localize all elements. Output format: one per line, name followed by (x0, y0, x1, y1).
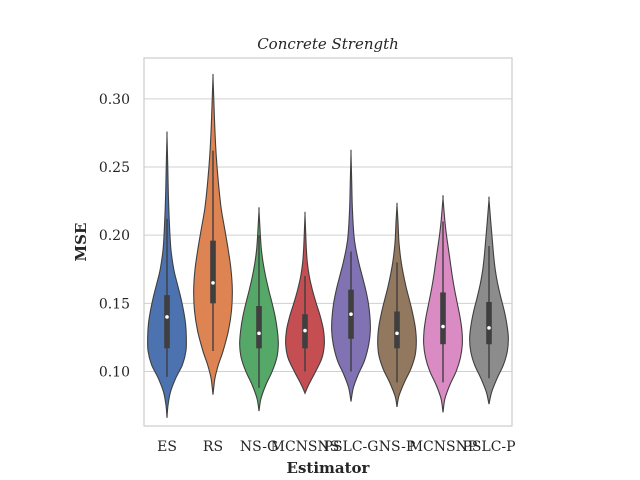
y-tick-labels: 0.10 0.15 0.20 0.25 0.30 (99, 92, 130, 381)
x-tick-label: PSLC-G (324, 439, 379, 455)
x-tick-label: ES (157, 439, 177, 455)
x-axis-label: Estimator (287, 459, 371, 477)
y-tick-label: 0.10 (99, 364, 130, 380)
violin-median-point (487, 326, 491, 330)
violin-iqr-box (164, 295, 170, 349)
violin-median-point (349, 312, 353, 317)
x-tick-label: MCNSNS (271, 439, 340, 455)
violin-median-point (395, 331, 399, 336)
y-tick-label: 0.20 (99, 228, 130, 244)
x-tick-label: PSLC-P (462, 439, 515, 455)
x-tick-label: NS-P (379, 439, 416, 455)
violin-iqr-box (256, 306, 262, 349)
violin-iqr-box (486, 301, 492, 345)
violin-iqr-box (394, 311, 400, 349)
violins (147, 73, 509, 418)
violin-median-point (211, 281, 215, 285)
y-axis-label: MSE (72, 223, 90, 262)
y-tick-label: 0.15 (99, 296, 130, 312)
y-tick-label: 0.30 (99, 92, 130, 108)
x-tick-label: MCNSNP (409, 439, 478, 455)
violin-median-point (257, 331, 261, 336)
plot-frame (143, 57, 513, 427)
violin-iqr-box (440, 292, 446, 345)
x-tick-label: NS-G (240, 439, 278, 455)
x-tick-label: RS (203, 439, 223, 455)
violin-median-point (441, 324, 445, 329)
violin-iqr-box (210, 240, 216, 304)
violin-median-point (165, 315, 169, 319)
y-tick-label: 0.25 (99, 160, 130, 176)
violin-median-point (303, 328, 307, 333)
chart-title: Concrete Strength (257, 35, 399, 53)
